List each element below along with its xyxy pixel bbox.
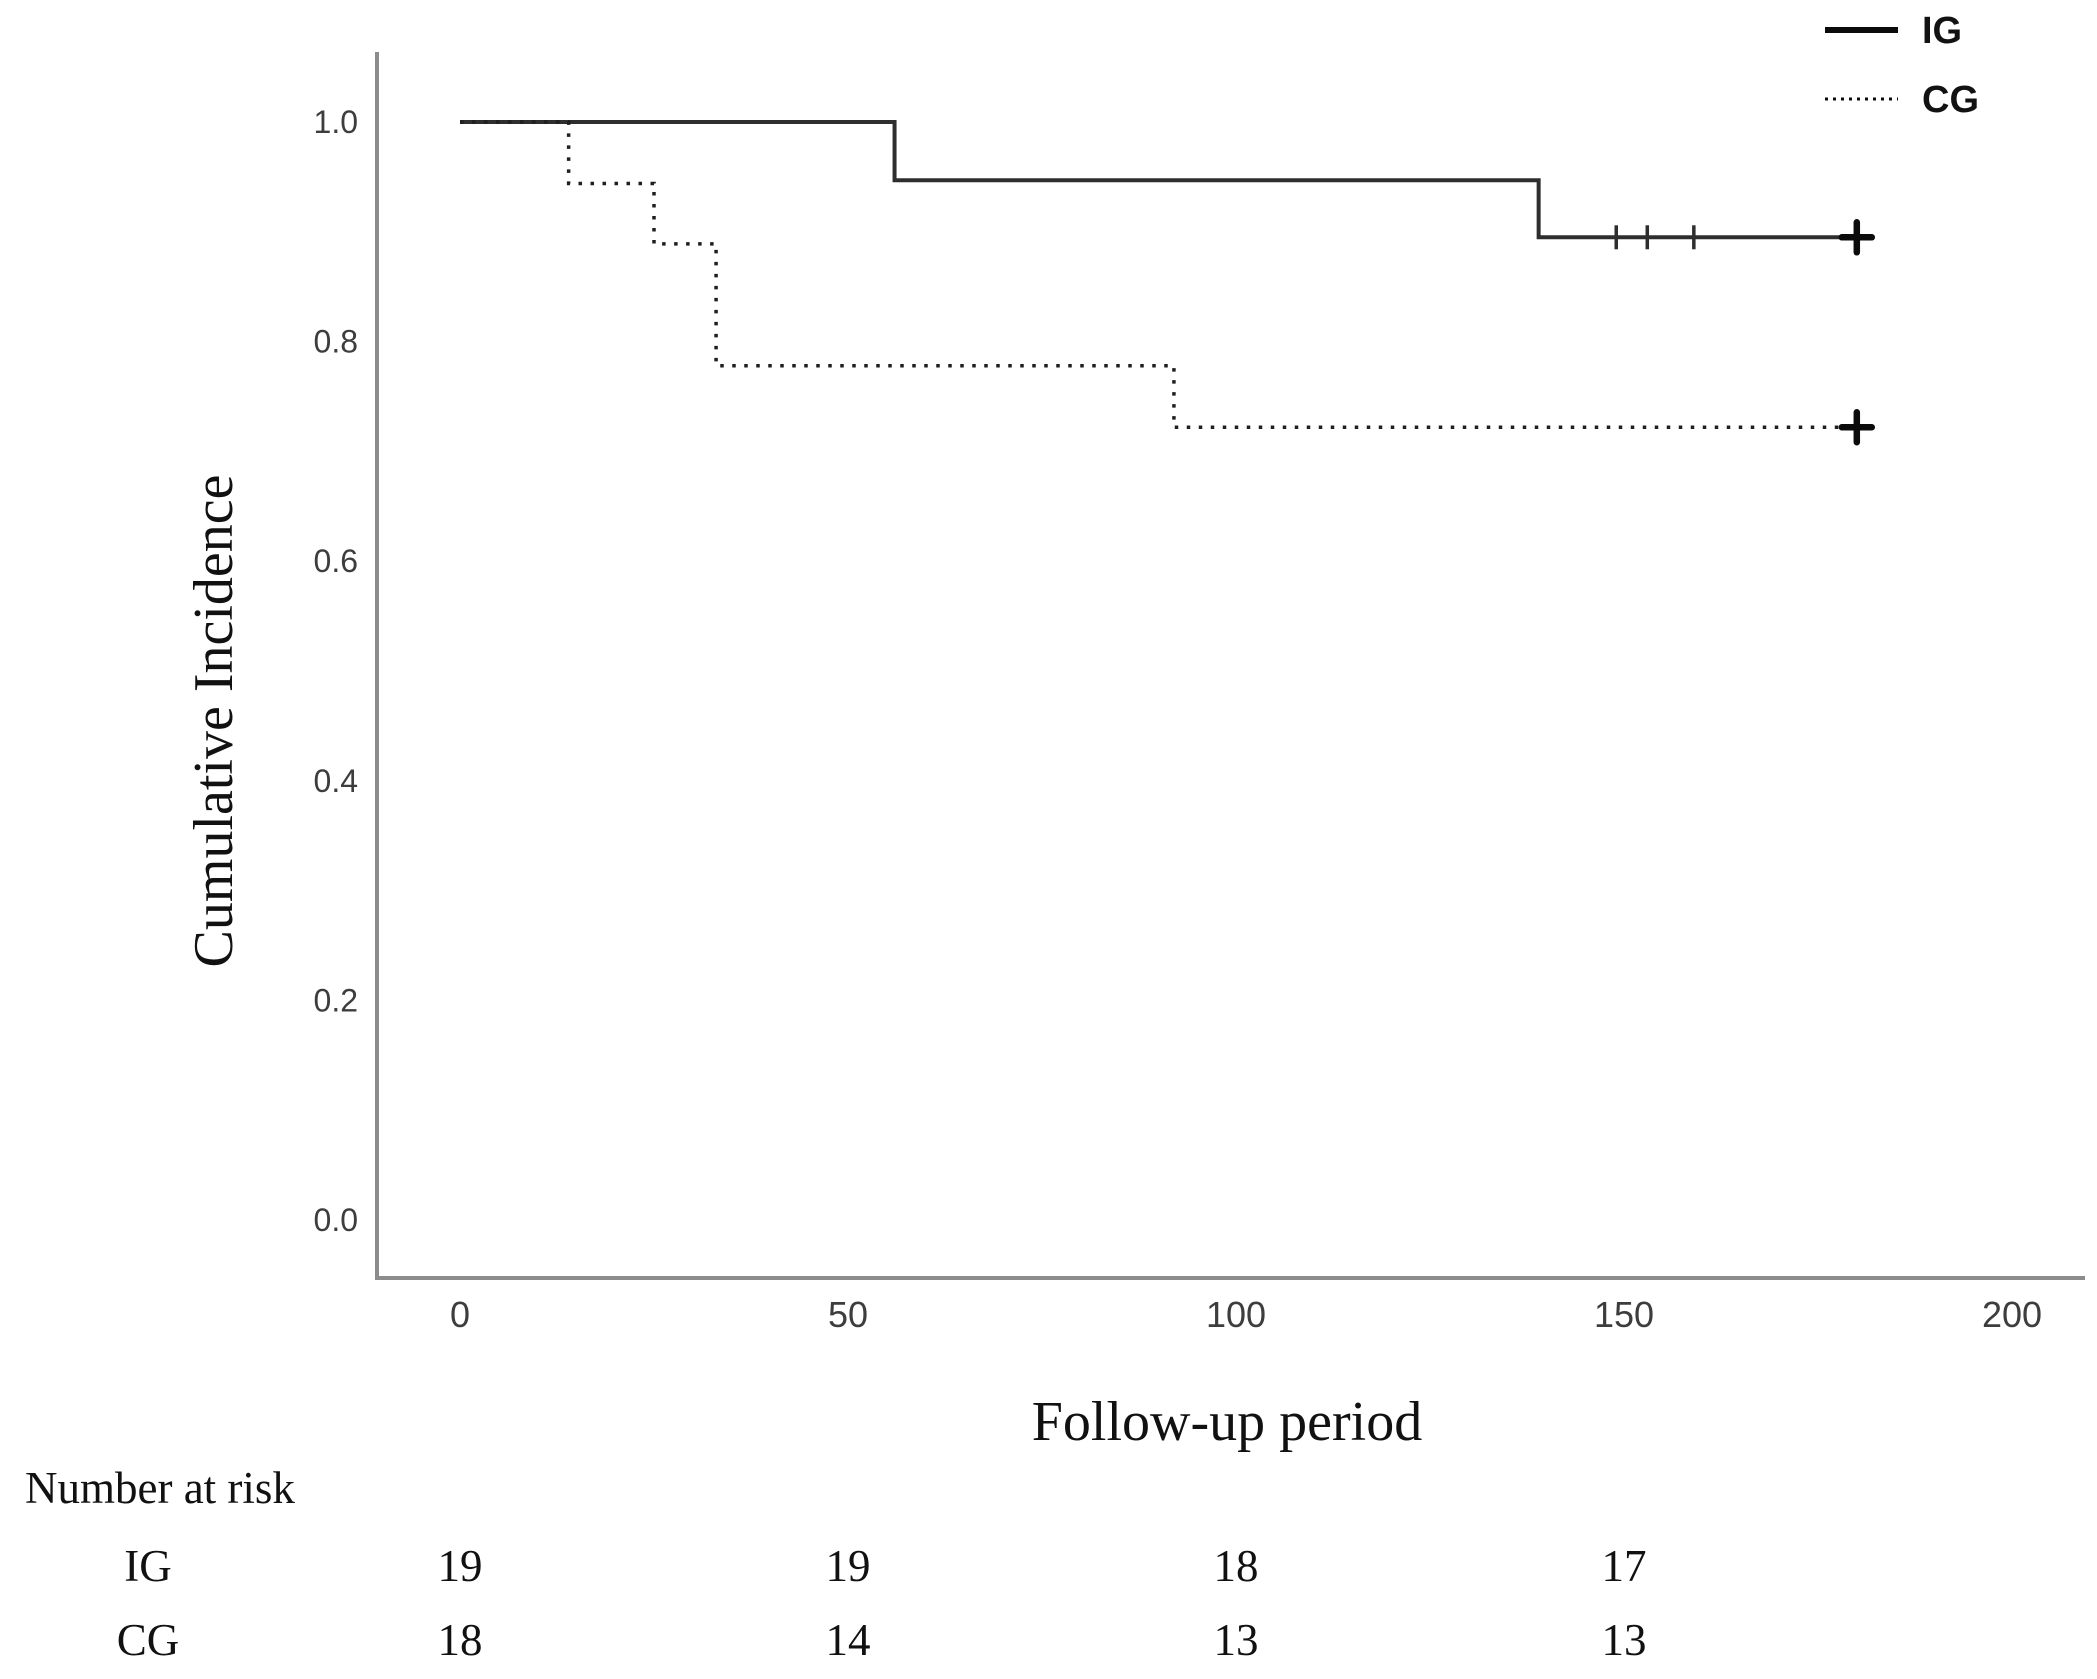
x-tick-label: 0 <box>450 1294 470 1335</box>
x-axis-title: Follow-up period <box>1031 1391 1423 1453</box>
risk-count-IG-t0: 19 <box>437 1541 483 1591</box>
risk-count-IG-t50: 19 <box>825 1541 871 1591</box>
x-tick-label: 200 <box>1982 1294 2042 1335</box>
y-tick-label: 0.4 <box>314 763 358 799</box>
risk-row-label-CG: CG <box>116 1615 180 1665</box>
risk-count-CG-t0: 18 <box>437 1615 483 1665</box>
y-tick-label: 1.0 <box>314 104 358 140</box>
axis-frame <box>375 52 2085 1280</box>
x-tick-label: 150 <box>1594 1294 1654 1335</box>
x-tick-label: 50 <box>828 1294 868 1335</box>
legend-label-IG: IG <box>1922 10 1962 52</box>
y-tick-label: 0.2 <box>314 982 358 1018</box>
risk-count-IG-t100: 18 <box>1213 1541 1259 1591</box>
survival-curve-IG <box>460 120 1857 240</box>
risk-count-CG-t100: 13 <box>1213 1615 1259 1665</box>
risk-count-CG-t50: 14 <box>825 1615 871 1665</box>
y-tick-label: 0.0 <box>314 1202 358 1238</box>
legend-label-CG: CG <box>1922 79 1979 121</box>
risk-row-label-IG: IG <box>124 1541 172 1591</box>
risk-table-title: Number at risk <box>25 1463 295 1513</box>
y-tick-label: 0.6 <box>314 543 358 579</box>
risk-count-CG-t150: 13 <box>1601 1615 1647 1665</box>
x-tick-label: 100 <box>1206 1294 1266 1335</box>
y-tick-label: 0.8 <box>314 324 358 360</box>
y-axis-title: Cumulative Incidence <box>183 474 246 968</box>
risk-count-IG-t150: 17 <box>1601 1541 1647 1591</box>
survival-curve-CG <box>460 120 1857 429</box>
